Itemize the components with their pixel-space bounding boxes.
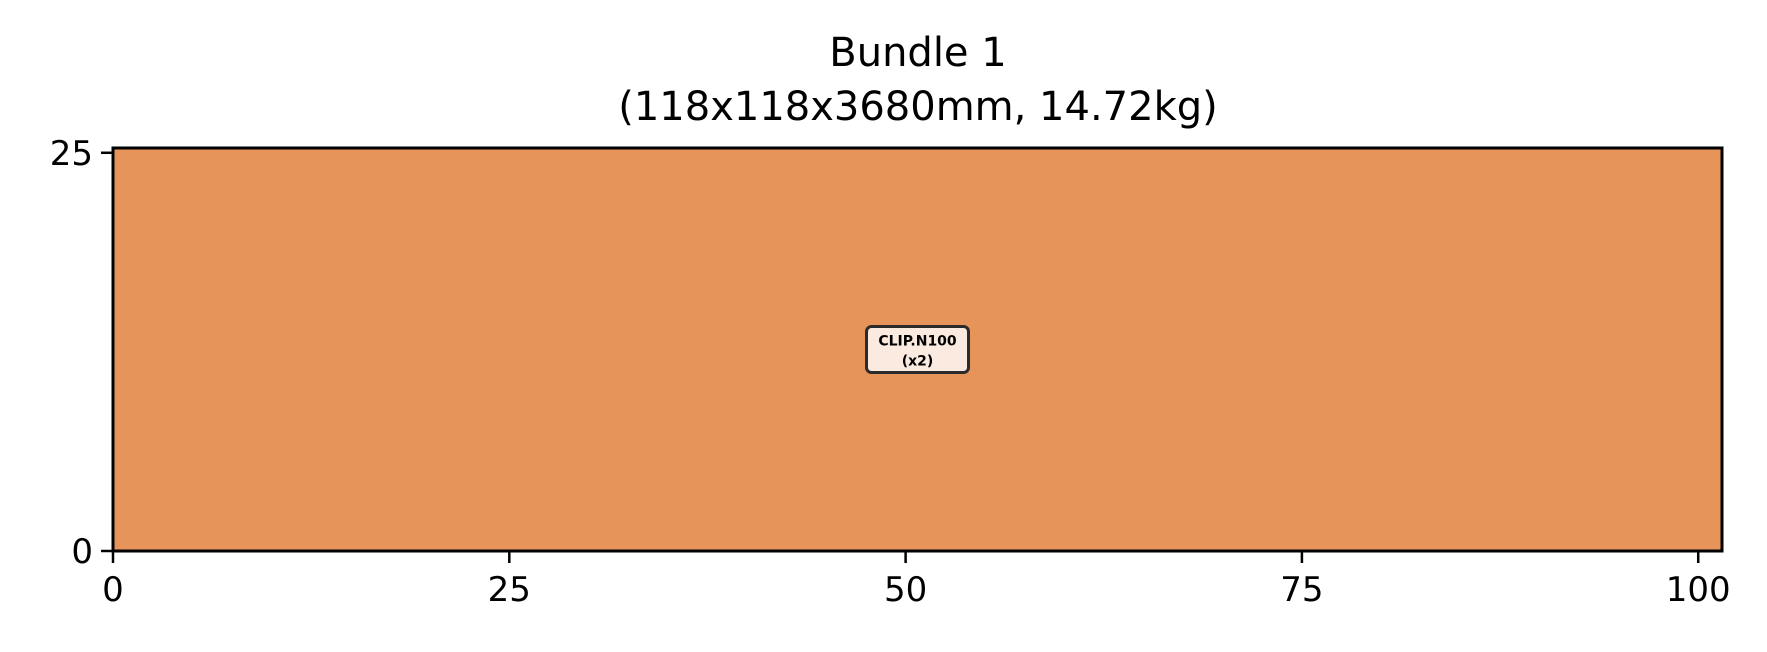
x-tick-label: 25 — [488, 570, 531, 610]
x-tick-label: 50 — [884, 570, 927, 610]
x-tick-label: 75 — [1280, 570, 1323, 610]
y-tick-label: 25 — [50, 134, 93, 174]
chart-title: Bundle 1 — [829, 30, 1006, 76]
x-tick-label: 0 — [102, 570, 124, 610]
chart-subtitle: (118x118x3680mm, 14.72kg) — [618, 84, 1217, 130]
item-label: CLIP.N100 — [878, 334, 957, 350]
x-axis: 0 25 50 75 100 — [102, 551, 1731, 610]
y-axis: 0 25 — [50, 134, 113, 572]
item-label-box — [865, 325, 970, 374]
item-quantity: (x2) — [902, 354, 934, 370]
x-tick-label: 100 — [1666, 570, 1731, 610]
y-tick-label: 0 — [71, 532, 93, 572]
plot-items: CLIP.N100 (x2) — [113, 148, 1722, 551]
bundle-item: CLIP.N100 (x2) — [113, 148, 1722, 551]
axes-frame — [111, 146, 1724, 553]
